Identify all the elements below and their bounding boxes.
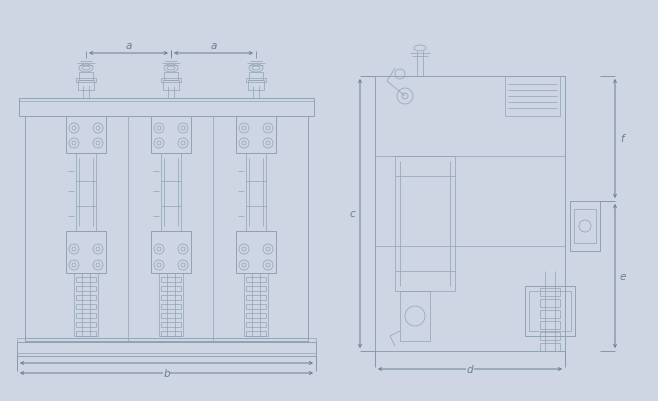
Bar [164,73,178,81]
Bar [395,157,455,291]
Bar [236,231,276,273]
Bar [76,313,96,318]
Bar [161,79,181,83]
Bar [76,277,96,282]
Bar [74,273,98,336]
Bar [161,313,181,318]
Bar [246,295,266,300]
Text: c: c [349,209,355,219]
Bar [246,286,266,291]
Bar [161,277,181,282]
Bar [540,310,560,318]
Bar [76,304,96,309]
Bar [161,286,181,291]
Bar [17,338,316,342]
Bar [76,79,96,83]
Bar [76,331,96,336]
Bar [17,342,316,356]
Bar [570,201,600,251]
Bar [246,331,266,336]
Bar [248,81,264,91]
Text: a: a [125,41,132,51]
Bar [375,77,565,351]
Bar [249,73,263,81]
Bar [159,273,183,336]
Bar [236,117,276,154]
Text: d: d [467,364,473,374]
Bar [540,288,560,296]
Bar [540,321,560,329]
Text: e: e [620,271,626,281]
Bar [161,331,181,336]
Bar [76,295,96,300]
Bar [76,286,96,291]
Bar [161,154,181,231]
Bar [76,154,96,231]
Bar [246,304,266,309]
Bar [540,299,560,307]
Bar [540,343,560,351]
Text: a: a [211,41,216,51]
Bar [151,117,191,154]
Bar [76,322,96,327]
Bar [246,322,266,327]
Text: f: f [620,134,624,144]
Bar [246,313,266,318]
Bar [246,277,266,282]
Bar [161,295,181,300]
Bar [79,73,93,81]
Bar [78,81,94,91]
Bar [505,77,560,117]
Bar [525,286,575,336]
Bar [574,209,596,243]
Text: b: b [163,368,170,378]
Bar [400,291,430,341]
Bar [529,291,571,331]
Bar [19,99,314,117]
Bar [66,117,106,154]
Bar [246,79,266,83]
Bar [25,117,308,341]
Bar [151,231,191,273]
Bar [161,304,181,309]
Bar [163,81,179,91]
Bar [161,322,181,327]
Bar [25,338,308,342]
Bar [540,332,560,340]
Bar [244,273,268,336]
Bar [246,154,266,231]
Bar [66,231,106,273]
